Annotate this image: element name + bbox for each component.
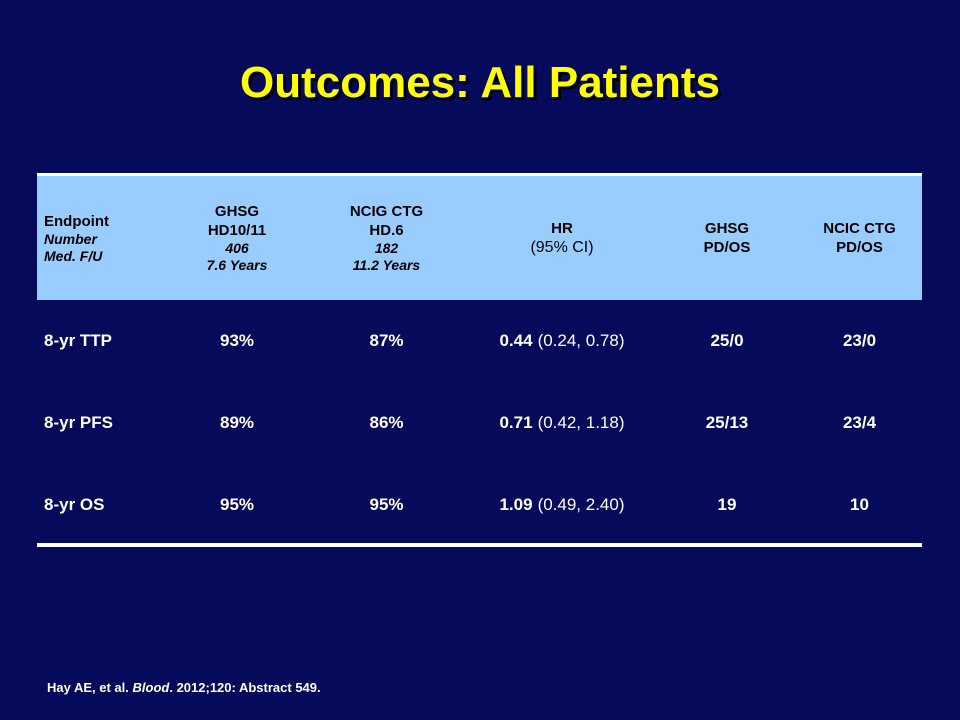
header-ncic-followup: 11.2 Years <box>352 257 421 273</box>
cell-endpoint: 8-yr OS <box>44 495 105 514</box>
cell-ghsg: 89% <box>219 413 255 432</box>
cell-ghsg: 95% <box>219 495 255 514</box>
citation-details: . 2012;120: Abstract 549. <box>169 680 321 695</box>
header-ghsg-line1: GHSG <box>214 203 260 220</box>
cell-ghsg: 93% <box>219 331 255 350</box>
cell-ncic-pdos: 23/0 <box>842 331 877 350</box>
header-ncic-pdos: NCIC CTG PD/OS <box>797 176 922 300</box>
slide-title: Outcomes: All Patients <box>239 58 721 107</box>
header-ncic-pdos-line2: PD/OS <box>836 239 883 256</box>
cell-ghsg-pdos: 25/0 <box>710 331 744 350</box>
header-ghsg-followup: 7.6 Years <box>206 257 268 273</box>
cell-endpoint: 8-yr TTP <box>44 331 113 350</box>
header-ghsg-pdos: GHSG PD/OS <box>667 176 787 300</box>
cell-hr: 0.44 (0.24, 0.78) <box>477 300 647 382</box>
header-ncic-line2: HD.6 <box>369 222 404 239</box>
header-endpoint-label: Endpoint <box>44 212 109 230</box>
table-row: 8-yr TTP 93% 87% 0.44 (0.24, 0.78) 25/0 … <box>37 300 922 382</box>
header-ncic-line1: NCIG CTG <box>349 203 424 220</box>
cell-ncic: 86% <box>369 413 404 432</box>
header-hr-line1: HR <box>551 220 573 237</box>
header-ghsg-number: 406 <box>225 240 249 256</box>
table-row: 8-yr PFS 89% 86% 0.71 (0.42, 1.18) 25/13… <box>37 382 922 464</box>
header-hr: HR (95% CI) <box>477 176 647 300</box>
header-endpoint-followup: Med. F/U <box>44 247 103 264</box>
cell-hr-ci: (0.24, 0.78) <box>537 331 625 350</box>
header-ghsg-pdos-line1: GHSG <box>704 220 750 237</box>
cell-ncic-pdos: 23/4 <box>842 413 877 432</box>
cell-hr-value: 0.71 <box>499 413 533 432</box>
cell-hr: 1.09 (0.49, 2.40) <box>477 464 647 546</box>
table-header: Endpoint Number Med. F/U GHSG HD10/11 40… <box>37 173 922 300</box>
citation: Hay AE, et al. Blood. 2012;120: Abstract… <box>47 680 321 695</box>
cell-hr-ci: (0.42, 1.18) <box>537 413 625 432</box>
cell-ncic: 95% <box>369 495 404 514</box>
citation-authors: Hay AE, et al. <box>47 680 129 695</box>
table-row: 8-yr OS 95% 95% 1.09 (0.49, 2.40) 19 10 <box>37 464 922 546</box>
citation-journal: Blood <box>132 680 170 695</box>
header-ghsg-pdos-line2: PD/OS <box>703 239 751 256</box>
cell-ncic: 87% <box>369 331 404 350</box>
header-ncic: NCIG CTG HD.6 182 11.2 Years <box>324 176 449 300</box>
cell-ncic-pdos: 10 <box>850 495 869 514</box>
header-hr-line2: (95% CI) <box>530 239 594 256</box>
header-ncic-pdos-line1: NCIC CTG <box>823 220 896 237</box>
cell-endpoint: 8-yr PFS <box>44 413 113 432</box>
outcomes-table: Endpoint Number Med. F/U GHSG HD10/11 40… <box>37 173 922 546</box>
header-ncic-number: 182 <box>374 240 399 256</box>
header-endpoint-number: Number <box>44 230 97 247</box>
cell-hr-value: 1.09 <box>499 495 533 514</box>
header-ghsg-line2: HD10/11 <box>207 222 267 239</box>
cell-ghsg-pdos: 19 <box>717 495 737 514</box>
header-endpoint: Endpoint Number Med. F/U <box>44 176 164 300</box>
cell-hr-value: 0.44 <box>499 331 533 350</box>
cell-hr-ci: (0.49, 2.40) <box>537 495 625 514</box>
table-bottom-rule <box>37 543 922 547</box>
header-ghsg: GHSG HD10/11 406 7.6 Years <box>177 176 297 300</box>
cell-ghsg-pdos: 25/13 <box>705 413 749 432</box>
cell-hr: 0.71 (0.42, 1.18) <box>477 382 647 464</box>
